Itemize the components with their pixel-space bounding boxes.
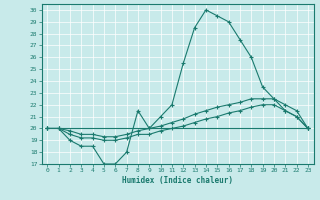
X-axis label: Humidex (Indice chaleur): Humidex (Indice chaleur) — [122, 176, 233, 185]
